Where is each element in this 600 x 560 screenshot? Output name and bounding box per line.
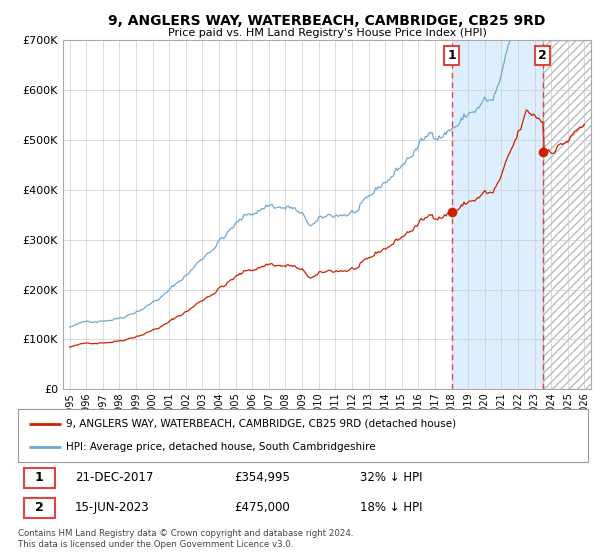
Text: 9, ANGLERS WAY, WATERBEACH, CAMBRIDGE, CB25 9RD: 9, ANGLERS WAY, WATERBEACH, CAMBRIDGE, C… — [109, 14, 545, 28]
Text: 15-JUN-2023: 15-JUN-2023 — [75, 501, 149, 515]
Text: 18% ↓ HPI: 18% ↓ HPI — [360, 501, 422, 515]
Bar — [452, 40, 543, 389]
Text: 2: 2 — [538, 49, 547, 62]
Text: £354,995: £354,995 — [235, 471, 290, 484]
Text: Price paid vs. HM Land Registry's House Price Index (HPI): Price paid vs. HM Land Registry's House … — [167, 28, 487, 38]
Text: 32% ↓ HPI: 32% ↓ HPI — [360, 471, 422, 484]
Text: 9, ANGLERS WAY, WATERBEACH, CAMBRIDGE, CB25 9RD (detached house): 9, ANGLERS WAY, WATERBEACH, CAMBRIDGE, C… — [67, 419, 457, 429]
Text: 21-DEC-2017: 21-DEC-2017 — [75, 471, 154, 484]
Bar — [543, 40, 593, 389]
Text: 1: 1 — [35, 471, 44, 484]
Text: 1: 1 — [447, 49, 456, 62]
Text: £475,000: £475,000 — [235, 501, 290, 515]
Text: 2: 2 — [35, 501, 44, 515]
Text: Contains HM Land Registry data © Crown copyright and database right 2024.
This d: Contains HM Land Registry data © Crown c… — [18, 529, 353, 549]
Bar — [24, 468, 55, 488]
Text: HPI: Average price, detached house, South Cambridgeshire: HPI: Average price, detached house, Sout… — [67, 442, 376, 452]
Bar — [24, 498, 55, 518]
